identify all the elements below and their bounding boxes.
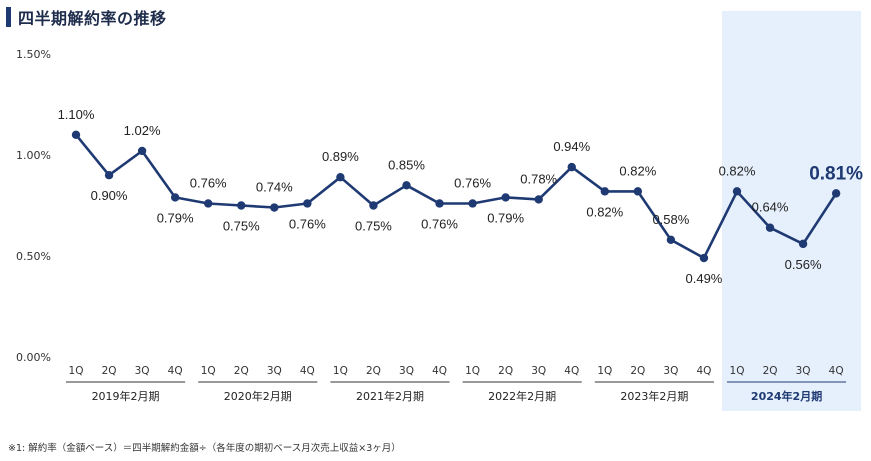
- data-label: 0.76%: [289, 216, 326, 231]
- data-point: [468, 199, 477, 208]
- data-point: [798, 239, 808, 249]
- data-point: [170, 193, 180, 202]
- data-point: [732, 187, 742, 196]
- data-label: 0.82%: [586, 204, 623, 219]
- x-tick-label: 3Q: [663, 365, 678, 377]
- data-point: [534, 195, 543, 204]
- y-tick-label: 1.50%: [16, 48, 51, 61]
- data-point: [831, 189, 841, 198]
- data-label: 0.89%: [322, 149, 359, 164]
- data-point: [369, 201, 378, 210]
- data-label: 0.74%: [256, 180, 293, 195]
- y-tick-label: 0.00%: [16, 351, 51, 364]
- chart-title-block: 四半期解約率の推移: [6, 6, 167, 28]
- x-tick-label: 4Q: [168, 365, 183, 377]
- data-label: 0.79%: [157, 210, 194, 225]
- data-label: 0.75%: [355, 219, 392, 234]
- data-point: [71, 130, 81, 139]
- x-tick-label: 4Q: [432, 365, 447, 377]
- data-label: 0.56%: [785, 257, 822, 272]
- series-line: [74, 133, 838, 260]
- x-tick-label: 1Q: [465, 365, 480, 377]
- x-tick-label: 4Q: [829, 365, 844, 377]
- x-tick-label: 4Q: [696, 365, 711, 377]
- page-title: 四半期解約率の推移: [18, 9, 167, 28]
- x-tick-label: 2Q: [498, 365, 513, 377]
- data-label: 0.76%: [190, 175, 227, 190]
- data-label: 0.94%: [553, 139, 590, 154]
- data-point: [104, 171, 114, 180]
- group-label: 2023年2月期: [620, 389, 688, 403]
- x-tick-label: 1Q: [333, 365, 348, 377]
- data-label: 0.58%: [652, 212, 689, 227]
- y-tick-label: 0.50%: [16, 250, 51, 263]
- data-point: [501, 193, 510, 202]
- data-label: 0.75%: [223, 219, 260, 234]
- data-point: [270, 203, 279, 212]
- data-label: 0.82%: [619, 163, 656, 178]
- x-tick-label: 1Q: [730, 365, 745, 377]
- group-label: 2024年2月期: [751, 389, 822, 403]
- x-tick-label: 2Q: [234, 365, 249, 377]
- data-label: 1.02%: [124, 123, 161, 138]
- x-tick-label: 3Q: [135, 365, 150, 377]
- data-point: [567, 162, 576, 172]
- data-point: [402, 181, 411, 190]
- x-tick-label: 3Q: [399, 365, 414, 377]
- group-label: 2021年2月期: [356, 389, 424, 403]
- data-point: [666, 235, 676, 245]
- data-label: 1.10%: [58, 107, 95, 122]
- data-point: [303, 199, 312, 208]
- x-tick-label: 2Q: [102, 365, 117, 377]
- group-label: 2020年2月期: [224, 389, 292, 403]
- x-tick-label: 4Q: [300, 365, 315, 377]
- data-label: 0.64%: [752, 200, 789, 215]
- data-label: 0.76%: [421, 216, 458, 231]
- data-label: 0.82%: [719, 163, 756, 178]
- x-tick-label: 3Q: [267, 365, 282, 377]
- data-label: 0.49%: [686, 271, 723, 286]
- group-label: 2022年2月期: [488, 389, 556, 403]
- data-point: [633, 187, 643, 196]
- x-tick-label: 1Q: [201, 365, 216, 377]
- data-point: [765, 223, 775, 232]
- data-label: 0.76%: [454, 175, 491, 190]
- data-point: [137, 146, 147, 156]
- x-tick-label: 2Q: [763, 365, 778, 377]
- data-label: 0.90%: [91, 188, 128, 203]
- x-tick-label: 1Q: [69, 365, 84, 377]
- title-accent-bar: [6, 7, 11, 27]
- data-label-latest: 0.81%: [809, 163, 863, 184]
- data-point: [204, 199, 213, 208]
- data-label: 0.79%: [487, 210, 524, 225]
- data-label: 0.85%: [388, 157, 425, 172]
- group-label: 2019年2月期: [92, 389, 160, 403]
- footnote: ※1: 解約率（金額ベース）＝四半期解約金額÷（各年度の期初ベース月次売上収益×…: [8, 443, 401, 454]
- data-point: [336, 173, 345, 182]
- x-tick-label: 1Q: [597, 365, 612, 377]
- x-tick-label: 2Q: [366, 365, 381, 377]
- data-label: 0.78%: [520, 171, 557, 186]
- data-point: [699, 253, 709, 263]
- data-point: [435, 199, 444, 208]
- highlight-band: [722, 11, 862, 411]
- data-point: [600, 187, 609, 196]
- x-tick-label: 4Q: [564, 365, 579, 377]
- x-tick-label: 2Q: [630, 365, 645, 377]
- x-tick-label: 3Q: [531, 365, 546, 377]
- data-point: [237, 201, 246, 210]
- y-tick-label: 1.00%: [16, 149, 51, 162]
- x-tick-label: 3Q: [796, 365, 811, 377]
